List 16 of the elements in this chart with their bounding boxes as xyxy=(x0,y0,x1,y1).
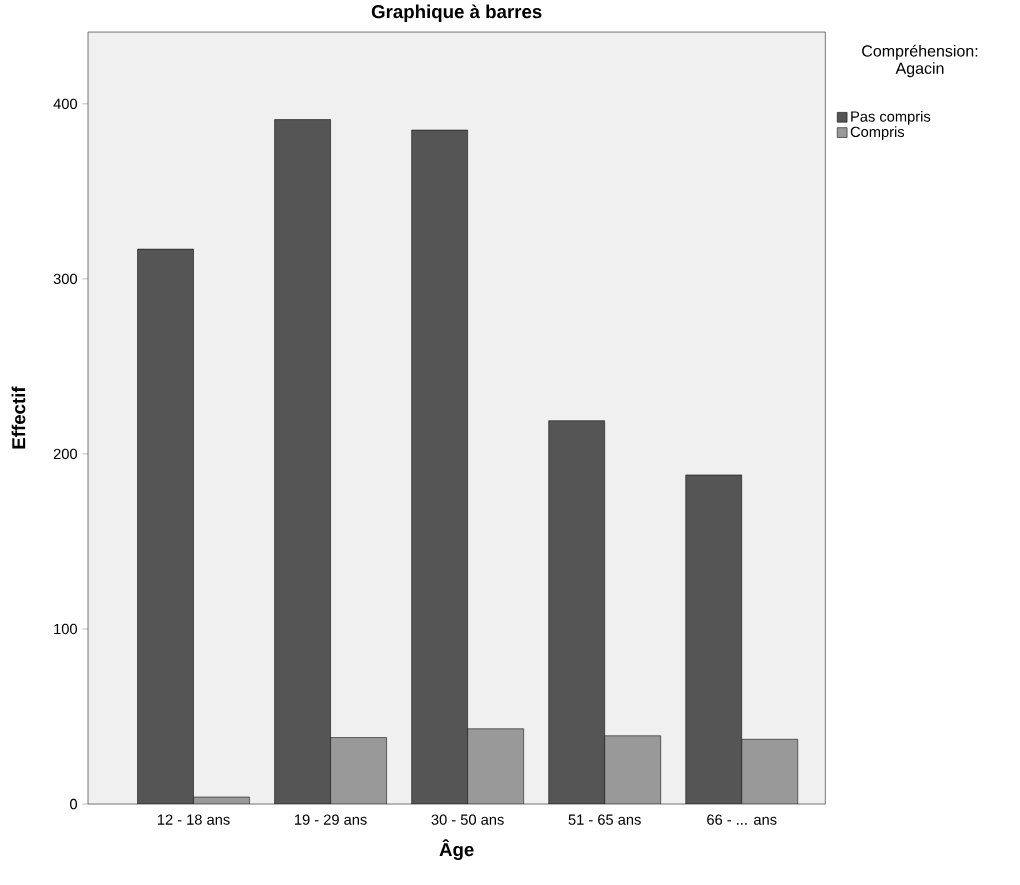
x-tick-label: 51 - 65 ans xyxy=(568,814,641,825)
y-tick-label: 100 xyxy=(54,623,78,635)
legend-label: Compris xyxy=(850,126,905,140)
x-axis-title: Âge xyxy=(439,839,474,860)
y-tick-label: 200 xyxy=(53,448,78,460)
y-tick-label: 300 xyxy=(53,273,78,285)
y-tick-label: 400 xyxy=(53,98,78,109)
y-axis-title: Effectif xyxy=(11,386,26,449)
x-tick-label: 19 - 29 ans xyxy=(295,814,367,825)
y-tick-label: 0 xyxy=(70,798,78,810)
legend-title: Compréhension: Agacin xyxy=(862,44,978,78)
x-tick-label: 30 - 50 ans xyxy=(431,814,504,825)
legend-label: Pas compris xyxy=(851,110,931,125)
x-tick-label: 12 - 18 ans xyxy=(157,814,230,825)
chart-title: Graphique à barres xyxy=(371,4,542,22)
x-tick-label: 66 - ... ans xyxy=(707,814,777,825)
